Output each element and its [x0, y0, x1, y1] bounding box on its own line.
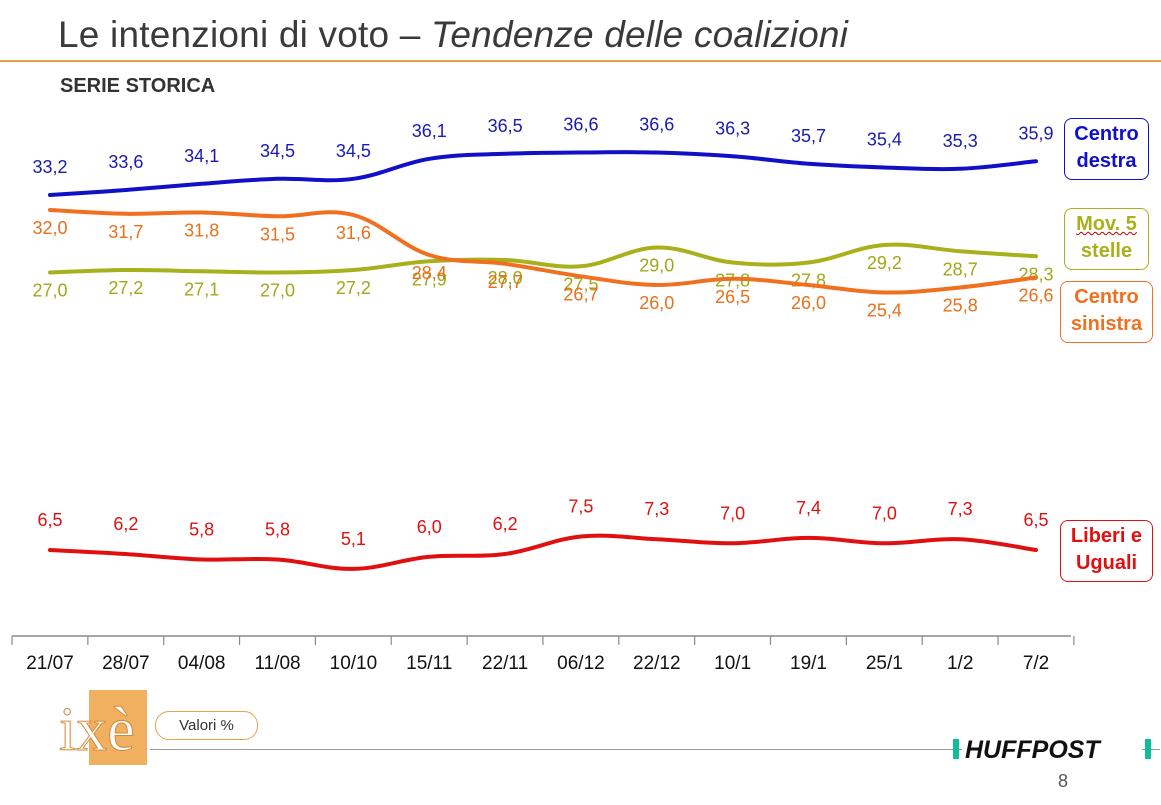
- data-label: 31,6: [336, 223, 371, 243]
- data-label: 29,2: [867, 253, 902, 273]
- data-label: 27,1: [184, 279, 219, 299]
- x-tick-label: 7/2: [1023, 653, 1049, 674]
- data-label: 35,4: [867, 130, 902, 150]
- data-label: 26,0: [791, 293, 826, 313]
- x-tick-label: 28/07: [102, 653, 150, 674]
- data-label: 6,2: [113, 514, 138, 534]
- data-label: 6,2: [493, 514, 518, 534]
- data-label: 35,3: [943, 131, 978, 151]
- data-label: 33,2: [32, 157, 67, 177]
- data-label: 6,5: [37, 510, 62, 530]
- legend-centro-sinistra: Centro sinistra: [1060, 281, 1153, 343]
- x-tick-label: 11/08: [254, 653, 300, 674]
- data-label: 36,6: [563, 115, 598, 135]
- legend-mov5-line2: stelle: [1080, 240, 1133, 262]
- title-divider: [0, 60, 1161, 62]
- data-label: 31,5: [260, 224, 295, 244]
- data-label: 7,3: [948, 499, 973, 519]
- title-italic: Tendenze delle coalizioni: [431, 14, 849, 55]
- data-label: 27,0: [32, 281, 67, 301]
- data-label: 5,8: [265, 519, 290, 539]
- data-label: 34,5: [260, 141, 295, 161]
- data-label: 31,7: [108, 222, 143, 242]
- legend-mov5-line1: Mov. 5: [1076, 213, 1137, 235]
- data-label: 36,3: [715, 118, 750, 138]
- legend-centro-destra-line1: Centro: [1074, 123, 1139, 145]
- data-label: 28,3: [1019, 264, 1054, 284]
- data-label: 34,1: [184, 146, 219, 166]
- data-label: 5,8: [189, 519, 214, 539]
- data-label: 7,0: [872, 503, 897, 523]
- huffpost-logo: HUFFPOST: [953, 736, 1151, 762]
- x-tick-label: 10/1: [714, 653, 751, 674]
- x-tick-label: 19/1: [790, 653, 827, 674]
- legend-centro-destra: Centro destra: [1064, 118, 1149, 180]
- legend-centro-destra-line2: destra: [1076, 150, 1137, 172]
- x-tick-label: 04/08: [178, 653, 226, 674]
- svg-text:HUFFPOST: HUFFPOST: [965, 736, 1102, 762]
- x-tick-label: 22/11: [482, 653, 528, 674]
- legend-leu-line2: Uguali: [1075, 552, 1138, 574]
- data-label: 36,5: [488, 116, 523, 136]
- data-label: 25,8: [943, 296, 978, 316]
- series-line-2: [48, 208, 1038, 295]
- data-label: 28,7: [943, 259, 978, 279]
- data-label: 26,5: [715, 287, 750, 307]
- data-label: 27,9: [412, 269, 447, 289]
- series-line-3: [48, 533, 1038, 571]
- x-tick-label: 25/1: [866, 653, 903, 674]
- data-label: 29,0: [639, 256, 674, 276]
- title-main: Le intenzioni di voto –: [58, 14, 431, 55]
- data-label: 35,9: [1019, 123, 1054, 143]
- x-tick-label: 15/11: [406, 653, 452, 674]
- data-label: 26,0: [639, 293, 674, 313]
- data-label: 6,0: [417, 517, 442, 537]
- data-label: 27,7: [488, 272, 523, 292]
- data-label: 31,8: [184, 221, 219, 241]
- legend-leu-line1: Liberi e: [1070, 525, 1143, 547]
- data-label: 33,6: [108, 152, 143, 172]
- data-label: 36,6: [639, 115, 674, 135]
- x-tick-label: 10/10: [330, 653, 378, 674]
- data-label: 7,5: [568, 497, 593, 517]
- data-label: 34,5: [336, 141, 371, 161]
- legend-mov5: Mov. 5 stelle: [1064, 208, 1149, 270]
- page-number: 8: [1058, 771, 1069, 791]
- ixe-logo: ixè: [59, 690, 147, 765]
- data-label: 26,7: [563, 284, 598, 304]
- page-subtitle: SERIE STORICA: [60, 75, 216, 97]
- legend-leu: Liberi e Uguali: [1060, 520, 1153, 582]
- data-label: 7,3: [644, 499, 669, 519]
- data-label: 26,6: [1019, 286, 1054, 306]
- data-label: 27,2: [108, 278, 143, 298]
- data-label: 25,4: [867, 301, 902, 321]
- data-label: 27,2: [336, 278, 371, 298]
- data-label: 6,5: [1024, 510, 1049, 530]
- data-label: 35,7: [791, 126, 826, 146]
- valori-badge: Valori %: [155, 711, 258, 740]
- legend-centro-sinistra-line1: Centro: [1074, 286, 1139, 308]
- x-tick-label: 22/12: [633, 653, 681, 674]
- series-line-1: [48, 242, 1038, 275]
- legend-centro-sinistra-line2: sinistra: [1070, 313, 1143, 335]
- x-tick-label: 1/2: [947, 653, 973, 674]
- svg-text:ixè: ixè: [59, 696, 135, 764]
- x-tick-label: 06/12: [557, 653, 605, 674]
- data-label: 28,0: [488, 268, 523, 288]
- data-label: 27,0: [260, 281, 295, 301]
- data-label: 7,0: [720, 503, 745, 523]
- data-label: 36,1: [412, 121, 447, 141]
- data-label: 5,1: [341, 529, 366, 549]
- data-label: 32,0: [32, 218, 67, 238]
- series-line-0: [48, 150, 1038, 197]
- page-title: Le intenzioni di voto – Tendenze delle c…: [58, 14, 848, 56]
- data-label: 28,4: [412, 263, 447, 283]
- footer-divider: [150, 749, 1160, 750]
- data-label: 7,4: [796, 498, 821, 518]
- x-tick-label: 21/07: [26, 653, 74, 674]
